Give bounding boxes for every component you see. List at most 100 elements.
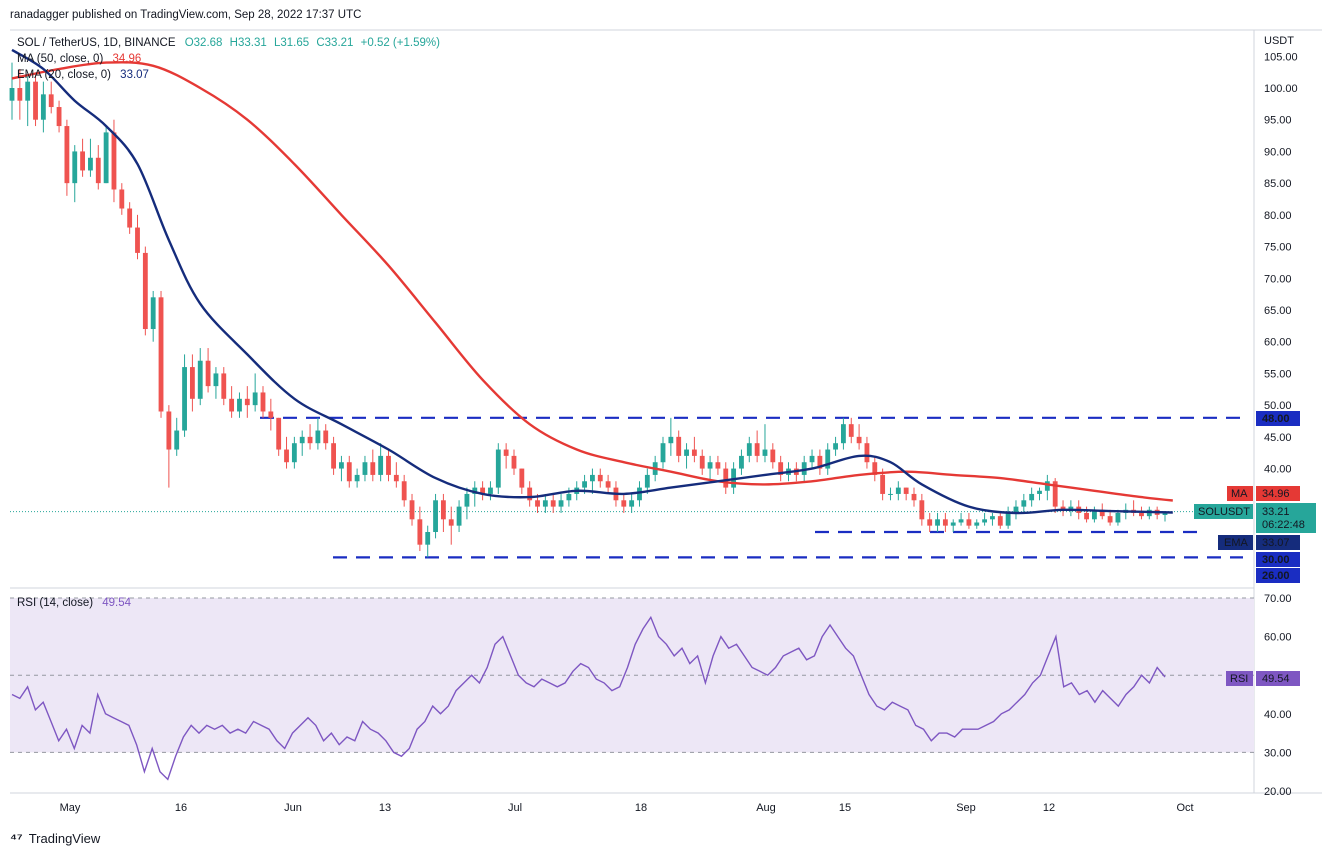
candle-body bbox=[503, 449, 509, 456]
candle-body bbox=[472, 487, 478, 494]
candle bbox=[707, 455, 713, 482]
candle-body bbox=[268, 411, 274, 418]
candle-body bbox=[1021, 500, 1027, 507]
candle bbox=[9, 62, 15, 120]
candlestick-series bbox=[9, 62, 1168, 558]
candle-body bbox=[911, 493, 917, 501]
price-tick-label: 45.00 bbox=[1264, 432, 1292, 444]
svg-text:33.07: 33.07 bbox=[1262, 537, 1290, 549]
time-tick-label: Oct bbox=[1176, 802, 1193, 814]
candle bbox=[1068, 500, 1074, 517]
candle-body bbox=[621, 500, 627, 507]
candle-body bbox=[770, 449, 776, 463]
candle bbox=[393, 462, 399, 488]
candle-body bbox=[315, 430, 321, 444]
legend-change: +0.52 (+1.59%) bbox=[361, 37, 440, 49]
candle bbox=[660, 436, 666, 469]
candle-body bbox=[527, 487, 533, 501]
candle bbox=[370, 449, 376, 482]
time-tick-label: Jun bbox=[284, 802, 302, 814]
candle-body bbox=[331, 443, 337, 469]
candle bbox=[597, 468, 603, 488]
candle bbox=[801, 455, 807, 482]
candle-body bbox=[739, 455, 744, 469]
candle-body bbox=[433, 500, 438, 532]
candle bbox=[691, 436, 697, 463]
candle bbox=[205, 348, 211, 393]
candle-body bbox=[699, 455, 705, 469]
tradingview-logo[interactable]: ⁴⁷ TradingView bbox=[10, 830, 100, 846]
candle-body bbox=[903, 487, 909, 494]
candle-body bbox=[833, 443, 838, 450]
candle-body bbox=[1029, 493, 1035, 501]
candle-body bbox=[1037, 490, 1042, 494]
candle-body bbox=[1068, 506, 1074, 510]
legend-ma-value: 34.96 bbox=[113, 53, 142, 65]
candle-body bbox=[307, 436, 313, 444]
candle bbox=[323, 424, 329, 450]
candle bbox=[150, 290, 156, 342]
candle-body bbox=[1115, 512, 1121, 523]
candle-body bbox=[817, 455, 823, 469]
candle bbox=[699, 449, 705, 475]
candle bbox=[158, 290, 164, 418]
candle-body bbox=[276, 417, 282, 450]
candle-body bbox=[676, 436, 682, 456]
candle-body bbox=[888, 493, 893, 495]
candle-body bbox=[723, 468, 729, 488]
candle-body bbox=[166, 411, 172, 450]
candle bbox=[386, 449, 391, 482]
candle bbox=[817, 449, 823, 475]
candle-body bbox=[80, 151, 86, 171]
price-tick-label: 70.00 bbox=[1264, 273, 1292, 285]
candle-body bbox=[707, 462, 713, 469]
candle bbox=[127, 202, 133, 234]
candle bbox=[958, 512, 964, 526]
price-tick-label: 55.00 bbox=[1264, 368, 1292, 380]
candle bbox=[684, 443, 689, 469]
candle bbox=[221, 367, 227, 406]
candle-body bbox=[1099, 509, 1105, 517]
candle-body bbox=[691, 449, 697, 456]
legend-low: L31.65 bbox=[274, 37, 309, 49]
candle-body bbox=[127, 208, 133, 228]
candle-body bbox=[519, 468, 525, 488]
price-tick-label: 85.00 bbox=[1264, 178, 1292, 190]
rsi-band bbox=[10, 598, 1254, 753]
candle bbox=[715, 455, 721, 475]
candle-body bbox=[668, 436, 674, 444]
svg-text:34.96: 34.96 bbox=[1262, 488, 1290, 500]
candle bbox=[746, 436, 752, 463]
candle bbox=[362, 455, 368, 482]
candle-body bbox=[464, 493, 470, 507]
candle-body bbox=[401, 481, 407, 501]
candle bbox=[472, 481, 478, 507]
candle bbox=[182, 354, 187, 437]
time-tick-label: 13 bbox=[379, 802, 391, 814]
candle-body bbox=[229, 398, 235, 412]
candle bbox=[511, 449, 517, 475]
candle bbox=[33, 75, 38, 127]
price-tick-label: 50.00 bbox=[1264, 400, 1292, 412]
candle-body bbox=[550, 500, 556, 507]
candle-body bbox=[40, 94, 46, 120]
candle-body bbox=[1107, 516, 1113, 523]
rsi-tick-label: 60.00 bbox=[1264, 632, 1292, 644]
candle bbox=[346, 455, 352, 488]
candle-body bbox=[644, 474, 650, 488]
candle-body bbox=[260, 392, 266, 412]
candle-body bbox=[1052, 481, 1058, 507]
candle bbox=[872, 455, 878, 482]
candle-body bbox=[558, 500, 564, 507]
candle-body bbox=[1091, 509, 1097, 520]
candle-body bbox=[535, 500, 540, 507]
candle-body bbox=[1044, 481, 1050, 491]
candle bbox=[809, 449, 815, 469]
candle bbox=[25, 75, 31, 127]
candle-body bbox=[809, 455, 815, 463]
candle-body bbox=[488, 487, 493, 494]
candle-body bbox=[56, 107, 62, 127]
candle bbox=[433, 493, 438, 539]
candle bbox=[503, 443, 509, 469]
